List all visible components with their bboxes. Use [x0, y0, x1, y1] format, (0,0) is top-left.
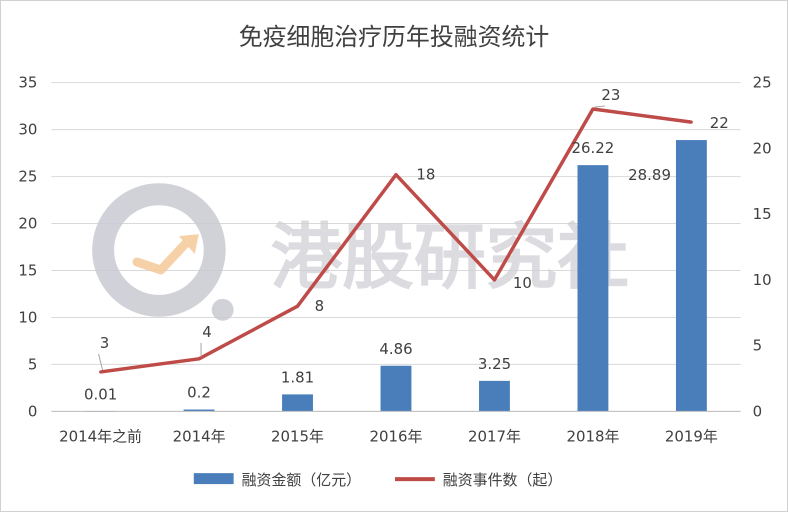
left-axis: 0 5 10 15 20 25 30 35 — [18, 74, 37, 421]
left-axis-tick-label: 35 — [18, 74, 37, 92]
watermark-text: 港股研究社 — [270, 215, 629, 299]
bar — [183, 409, 215, 412]
legend-line-label: 融资事件数（起） — [443, 471, 563, 489]
right-axis-tick-label: 5 — [753, 337, 763, 355]
bar-data-label: 26.22 — [572, 139, 615, 157]
line-data-label: 10 — [513, 274, 532, 292]
line-data-label: 3 — [100, 334, 110, 352]
right-axis-tick-label: 20 — [753, 139, 772, 157]
x-axis-tick-label: 2014年 — [173, 427, 226, 445]
bar-data-label: 28.89 — [628, 166, 671, 184]
line-point — [591, 107, 595, 111]
line-data-label: 4 — [202, 323, 212, 341]
bar-data-label: 1.81 — [281, 368, 314, 386]
right-axis: 0 5 10 15 20 25 — [753, 74, 772, 421]
line-data-label: 23 — [601, 86, 620, 104]
line-series — [99, 107, 693, 374]
line-point — [197, 357, 201, 361]
line-point — [689, 120, 693, 124]
bar — [675, 140, 707, 412]
line-point — [394, 173, 398, 177]
magnifier-arrow-logo-icon — [92, 183, 234, 321]
label-leader-line — [98, 353, 104, 371]
x-axis-tick-label: 2018年 — [566, 427, 619, 445]
left-axis-tick-label: 10 — [18, 308, 37, 326]
line-point — [492, 278, 496, 282]
bar — [380, 365, 412, 412]
line-data-label: 8 — [315, 297, 325, 315]
left-axis-tick-label: 5 — [28, 355, 38, 373]
line-point — [296, 304, 300, 308]
left-axis-tick-label: 30 — [18, 121, 37, 139]
bar — [282, 394, 313, 412]
x-axis-tick-label: 2014年之前 — [59, 427, 142, 445]
label-leader-line — [594, 105, 605, 108]
bar-series — [85, 140, 707, 412]
data-labels: 0.01 0.2 1.81 4.86 3.25 26.22 28.89 3 4 8 18 10 23 22 — [84, 86, 729, 403]
bar — [577, 165, 609, 412]
right-axis-tick-label: 15 — [753, 205, 772, 223]
line-data-label: 22 — [710, 114, 729, 132]
bar — [479, 380, 510, 412]
watermark: 港股研究社 — [92, 183, 629, 321]
legend-bar-label: 融资金额（亿元） — [242, 471, 362, 489]
bar-data-label: 0.01 — [84, 385, 117, 403]
x-axis-tick-label: 2016年 — [370, 427, 423, 445]
right-axis-tick-label: 25 — [753, 74, 772, 92]
x-axis-tick-label: 2015年 — [271, 427, 324, 445]
line-data-label: 18 — [416, 166, 435, 184]
x-axis-tick-label: 2017年 — [468, 427, 521, 445]
left-axis-tick-label: 15 — [18, 261, 37, 279]
chart-title: 免疫细胞治疗历年投融资统计 — [239, 23, 550, 51]
right-axis-tick-label: 10 — [753, 271, 772, 289]
left-axis-tick-label: 20 — [18, 215, 37, 233]
x-axis: 2014年之前 2014年 2015年 2016年 2017年 2018年 2019年 — [51, 410, 741, 445]
right-axis-tick-label: 0 — [753, 402, 763, 420]
bar-data-label: 0.2 — [187, 384, 211, 402]
bar-data-label: 4.86 — [379, 340, 412, 358]
left-axis-tick-label: 0 — [28, 402, 38, 420]
bar-data-label: 3.25 — [478, 355, 511, 373]
x-axis-tick-label: 2019年 — [665, 427, 718, 445]
left-axis-tick-label: 25 — [18, 168, 37, 186]
line-point — [99, 370, 103, 374]
legend-bar-swatch — [193, 473, 234, 485]
legend: 融资金额（亿元） 融资事件数（起） — [193, 471, 563, 489]
